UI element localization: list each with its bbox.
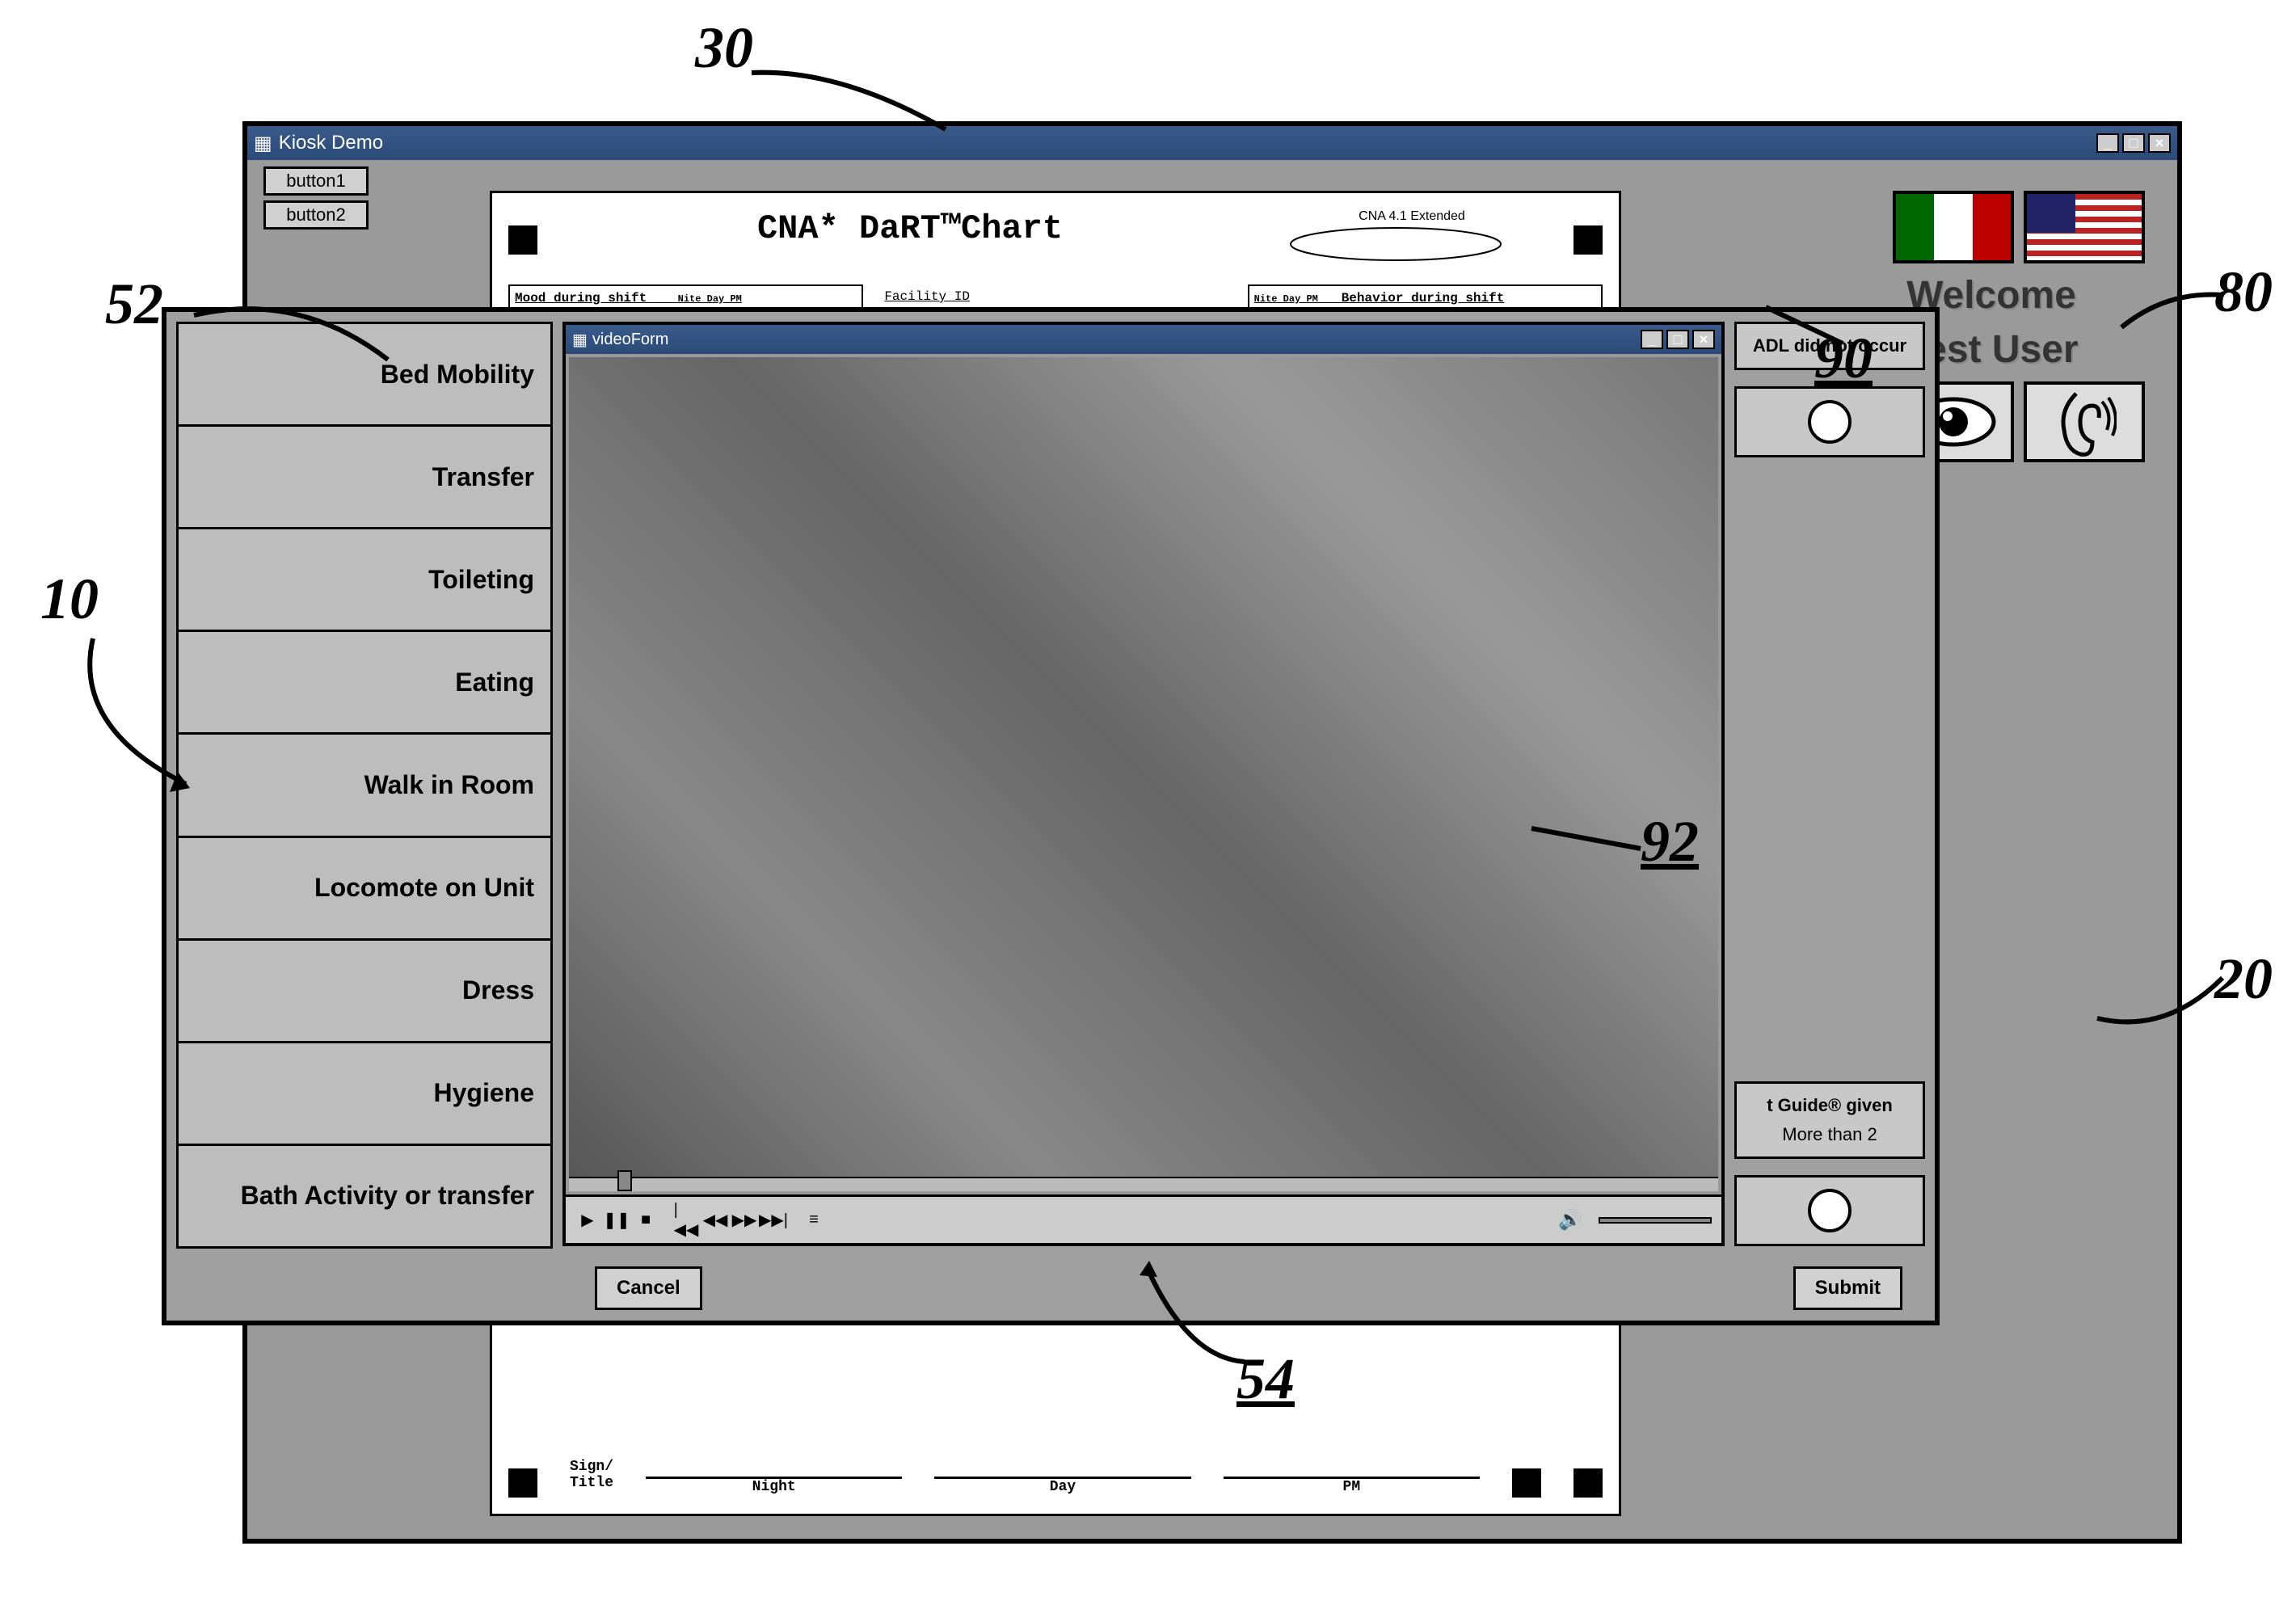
chart-marker-right <box>1573 225 1603 255</box>
callout-80: 80 <box>2214 259 2273 326</box>
main-title: Kiosk Demo <box>279 132 2096 154</box>
chart-subtitle: CNA 4.1 Extended <box>1283 209 1541 224</box>
app-icon: ▦ <box>254 132 272 155</box>
chart-title: CNA* DaRT™Chart <box>570 209 1250 248</box>
volume-icon[interactable]: 🔊 <box>1558 1208 1582 1232</box>
adl-bath[interactable]: Bath Activity or transfer <box>176 1144 553 1249</box>
video-maximize-button[interactable]: □ <box>1666 330 1689 349</box>
play-button[interactable]: ▶ <box>575 1208 600 1232</box>
callout-52: 52 <box>105 271 163 338</box>
guide-radio[interactable] <box>1734 1175 1925 1246</box>
flag-mexico[interactable] <box>1893 191 2014 263</box>
video-icon: ▦ <box>572 330 588 350</box>
video-title: videoForm <box>592 331 1641 349</box>
adl-hygiene[interactable]: Hygiene <box>176 1041 553 1146</box>
pause-button[interactable]: ❚❚ <box>605 1208 629 1232</box>
main-titlebar: ▦ Kiosk Demo _ □ × <box>247 126 2177 160</box>
adl-toileting[interactable]: Toileting <box>176 527 553 632</box>
close-button[interactable]: × <box>2148 133 2171 153</box>
video-close-button[interactable]: × <box>1692 330 1715 349</box>
adl-transfer[interactable]: Transfer <box>176 424 553 529</box>
adl-locomote[interactable]: Locomote on Unit <box>176 836 553 941</box>
cancel-button[interactable]: Cancel <box>595 1266 702 1310</box>
volume-slider[interactable] <box>1599 1217 1712 1224</box>
callout-54: 54 <box>1236 1346 1295 1413</box>
adl-walk-in-room[interactable]: Walk in Room <box>176 732 553 837</box>
next-button[interactable]: ▶▶| <box>761 1208 786 1232</box>
side-button-1[interactable]: button1 <box>263 166 369 196</box>
minimize-button[interactable]: _ <box>2096 133 2119 153</box>
rewind-button[interactable]: ◀◀ <box>703 1208 727 1232</box>
callout-20: 20 <box>2214 946 2273 1013</box>
callout-30: 30 <box>695 15 753 82</box>
chart-footer: Sign/ Title Night Day PM <box>508 1452 1603 1498</box>
video-scrubber[interactable] <box>569 1177 1718 1191</box>
video-minimize-button[interactable]: _ <box>1641 330 1663 349</box>
video-controls: ▶ ❚❚ ■ |◀◀ ◀◀ ▶▶ ▶▶| ≡ 🔊 <box>566 1194 1721 1243</box>
chart-marker-left <box>508 225 537 255</box>
prev-button[interactable]: |◀◀ <box>674 1208 698 1232</box>
submit-button[interactable]: Submit <box>1793 1266 1902 1310</box>
adl-dress[interactable]: Dress <box>176 938 553 1043</box>
ear-icon[interactable] <box>2024 381 2145 462</box>
flag-usa[interactable] <box>2024 191 2145 263</box>
callout-10: 10 <box>40 566 99 633</box>
maximize-button[interactable]: □ <box>2122 133 2145 153</box>
adl-eating[interactable]: Eating <box>176 630 553 735</box>
scrubber-thumb[interactable] <box>617 1170 632 1191</box>
forward-button[interactable]: ▶▶ <box>732 1208 756 1232</box>
side-button-2[interactable]: button2 <box>263 200 369 230</box>
guide-given-option[interactable]: t Guide® given More than 2 <box>1734 1081 1925 1159</box>
video-window: ▦ videoForm _ □ × ▶ ❚❚ <box>562 322 1725 1246</box>
adl-list: Bed Mobility Transfer Toileting Eating W… <box>166 312 562 1256</box>
video-playback-area[interactable] <box>569 357 1718 1191</box>
playlist-button[interactable]: ≡ <box>802 1208 826 1232</box>
callout-92: 92 <box>1641 808 1699 875</box>
adl-not-occur-radio[interactable] <box>1734 386 1925 457</box>
callout-90: 90 <box>1814 325 1873 392</box>
right-options: ADL did not occur t Guide® given More th… <box>1725 312 1935 1256</box>
stop-button[interactable]: ■ <box>634 1208 658 1232</box>
